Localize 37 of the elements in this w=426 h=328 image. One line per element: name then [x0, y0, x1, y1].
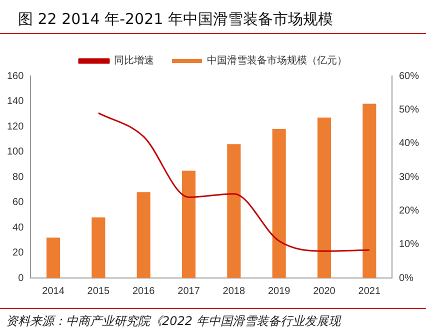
bar	[317, 118, 332, 278]
y-tick-label: 20	[12, 248, 24, 258]
y-tick-label: 80	[12, 172, 24, 183]
bar	[362, 104, 376, 278]
y2-tick-label: 60%	[398, 70, 420, 82]
y2-tick-label: 20%	[398, 205, 420, 216]
y-tick-label: 0	[18, 272, 24, 284]
y2-tick-label: 30%	[398, 172, 420, 183]
y-tick-label: 100	[6, 146, 24, 158]
bar	[92, 217, 106, 278]
y2-tick-label: 10%	[398, 239, 420, 250]
x-tick-label: 2020	[313, 286, 336, 297]
y2-tick-label: 40%	[398, 138, 420, 150]
y2-tick-label: 50%	[398, 104, 420, 116]
y-tick-label: 140	[6, 96, 24, 107]
chart-title: 图 22 2014 年-2021 年中国滑雪装备市场规模	[0, 0, 426, 34]
legend-label: 中国滑雪装备市场规模（亿元）	[207, 54, 347, 67]
text: 资料来源：中商产业研究院《2022 年中国滑雪装备行业发展现	[6, 313, 342, 328]
x-tick-label: 2018	[222, 286, 246, 297]
x-tick-label: 2014	[42, 286, 65, 297]
bar	[182, 170, 196, 278]
y-tick-label: 60	[12, 197, 24, 208]
y-tick-label: 40	[12, 222, 24, 234]
line-series	[98, 112, 370, 252]
bar	[136, 192, 150, 278]
y-tick-label: 120	[6, 121, 24, 132]
x-tick-label: 2015	[87, 286, 110, 297]
bar	[46, 238, 60, 278]
x-tick-label: 2017	[178, 286, 200, 297]
y-tick-label: 160	[6, 70, 24, 82]
bar	[272, 129, 286, 278]
x-tick-label: 2021	[358, 286, 381, 297]
y2-tick-label: 0%	[398, 272, 414, 284]
bar	[227, 144, 241, 278]
x-tick-label: 2016	[132, 286, 156, 297]
x-tick-label: 2019	[268, 286, 291, 297]
legend-label: 同比增速	[114, 54, 154, 67]
